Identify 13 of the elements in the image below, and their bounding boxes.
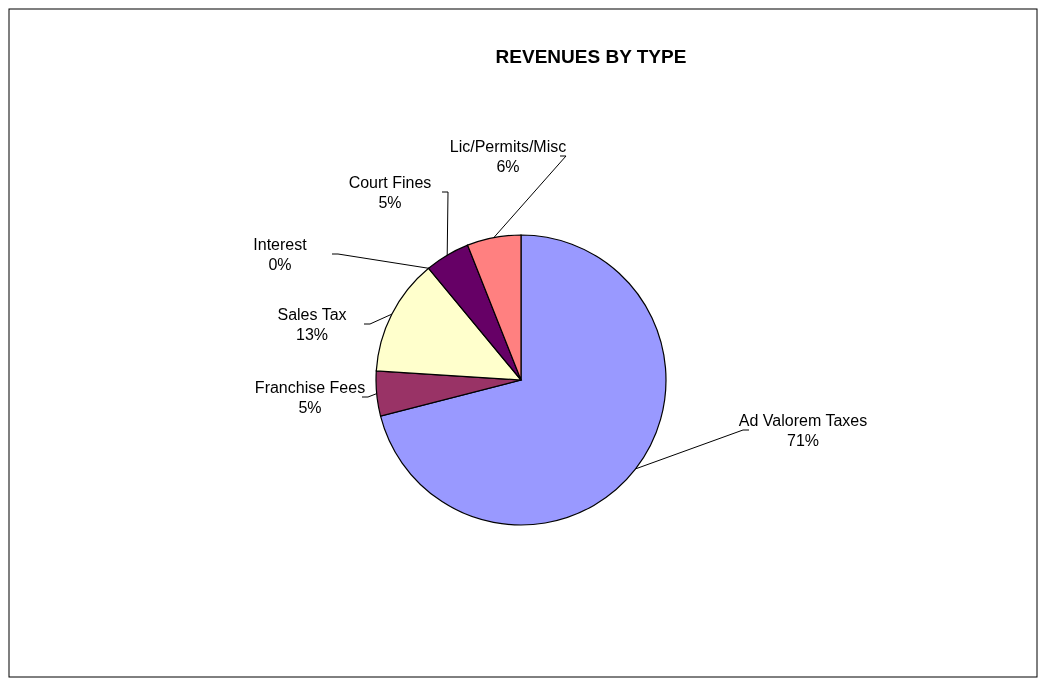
data-label: 5% [298, 399, 322, 416]
category-label: Interest [253, 236, 307, 253]
text: 0% [268, 256, 292, 273]
data-label: 6% [496, 158, 520, 175]
slice-label: Franchise Fees [254, 379, 366, 396]
slice-label: Court Fines [348, 174, 432, 191]
data-label: 5% [378, 194, 402, 211]
slice-label: Sales Tax [277, 306, 347, 323]
data-label: 13% [295, 326, 329, 343]
chart-title: REVENUES BY TYPE [495, 46, 687, 67]
data-label: 71% [786, 432, 820, 449]
slice-label: Ad Valorem Taxes [738, 412, 868, 429]
slice-label: Lic/Permits/Misc [449, 138, 567, 155]
